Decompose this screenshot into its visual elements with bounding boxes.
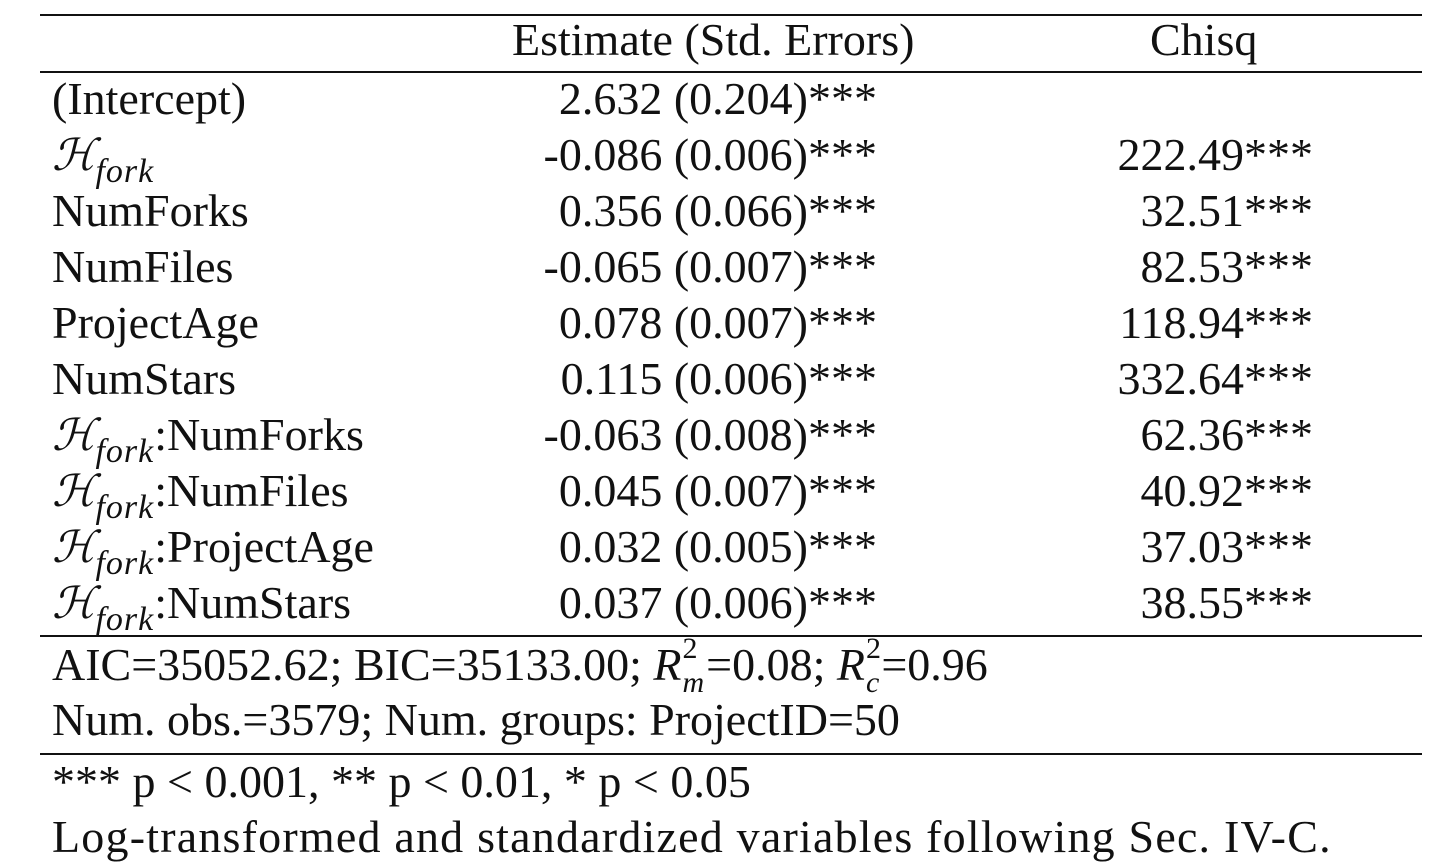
row-label-text: NumStars xyxy=(52,353,236,404)
row-label-suffix: :ProjectAge xyxy=(154,521,374,572)
row-label-suffix: :NumStars xyxy=(154,577,352,628)
row-label: NumForks xyxy=(52,186,249,236)
header-rule xyxy=(40,71,1422,73)
estimate-cell: 0.356 (0.066)*** xyxy=(558,185,877,236)
math-symbol: ℋ xyxy=(52,578,96,629)
transform-note: Log-transformed and standardized variabl… xyxy=(52,811,1332,862)
math-subscript: fork xyxy=(95,545,155,582)
chisq-cell: 82.53*** xyxy=(1140,241,1314,292)
row-label-text: NumFiles xyxy=(52,241,234,292)
row-label-text: ProjectAge xyxy=(52,297,259,348)
table-row: (Intercept) 2.632 (0.204)*** xyxy=(0,74,1432,130)
chisq-cell: 32.51*** xyxy=(1140,185,1314,236)
estimate-cell: 2.632 (0.204)*** xyxy=(558,73,877,124)
math-subscript: fork xyxy=(95,601,155,638)
row-label: ℋfork:NumStars xyxy=(52,577,352,639)
row-label: ℋfork:ProjectAge xyxy=(52,521,374,583)
table-bottom-rule xyxy=(40,753,1422,755)
table-row: NumForks 0.356 (0.066)*** 32.51*** xyxy=(0,186,1432,242)
table-top-rule xyxy=(40,14,1422,16)
row-label: ℋfork:NumFiles xyxy=(52,465,349,527)
row-label: ProjectAge xyxy=(52,298,259,348)
r2c-value: =0.96 xyxy=(881,639,988,690)
header-chisq: Chisq xyxy=(1150,14,1258,65)
r2c-symbol: R xyxy=(836,639,865,690)
table-row: ℋfork:NumStars 0.037 (0.006)*** 38.55*** xyxy=(0,577,1432,639)
math-symbol: ℋ xyxy=(52,466,96,517)
significance-note: *** p < 0.001, ** p < 0.01, * p < 0.05 xyxy=(52,756,751,807)
row-label-suffix: :NumFiles xyxy=(154,465,349,516)
chisq-cell: 118.94*** xyxy=(1119,297,1313,348)
r2c-sup: 2 xyxy=(865,632,881,666)
table-row: ℋfork:NumFiles 0.045 (0.007)*** 40.92*** xyxy=(0,465,1432,527)
table-row: ℋfork -0.086 (0.006)*** 222.49*** xyxy=(0,129,1432,191)
row-label: NumStars xyxy=(52,354,236,404)
row-label: (Intercept) xyxy=(52,74,246,124)
obs-line: Num. obs.=3579; Num. groups: ProjectID=5… xyxy=(52,694,900,745)
table-row: NumFiles -0.065 (0.007)*** 82.53*** xyxy=(0,242,1432,298)
estimate-cell: 0.045 (0.007)*** xyxy=(558,465,877,516)
r2m-sub: m xyxy=(682,666,705,700)
row-label-text: (Intercept) xyxy=(52,73,247,124)
chisq-cell: 38.55*** xyxy=(1140,577,1314,628)
estimate-cell: -0.086 (0.006)*** xyxy=(543,129,877,180)
row-label: NumFiles xyxy=(52,242,233,292)
chisq-cell: 222.49*** xyxy=(1117,129,1314,180)
math-symbol: ℋ xyxy=(52,522,96,573)
estimate-cell: -0.063 (0.008)*** xyxy=(543,409,877,460)
chisq-cell: 62.36*** xyxy=(1140,409,1314,460)
math-symbol: ℋ xyxy=(52,130,96,181)
body-bottom-rule xyxy=(40,635,1422,637)
table-row: ℋfork:ProjectAge 0.032 (0.005)*** 37.03*** xyxy=(0,521,1432,583)
estimate-cell: 0.037 (0.006)*** xyxy=(558,577,877,628)
table-row: ℋfork:NumForks -0.063 (0.008)*** 62.36*** xyxy=(0,409,1432,471)
header-estimate: Estimate (Std. Errors) xyxy=(512,14,915,65)
row-label-suffix: :NumForks xyxy=(154,409,364,460)
table-row: NumStars 0.115 (0.006)*** 332.64*** xyxy=(0,354,1432,410)
aic-value: AIC=35052.62; xyxy=(52,639,343,690)
estimate-cell: -0.065 (0.007)*** xyxy=(543,241,877,292)
math-subscript: fork xyxy=(95,153,155,190)
chisq-cell: 37.03*** xyxy=(1140,521,1314,572)
row-label-text: NumForks xyxy=(52,185,249,236)
estimate-cell: 0.115 (0.006)*** xyxy=(560,353,877,404)
row-label: ℋfork xyxy=(52,130,154,191)
r2m-value: =0.08; xyxy=(706,639,826,690)
bic-value: BIC=35133.00; xyxy=(353,639,642,690)
r2m-sup: 2 xyxy=(682,632,698,666)
table-row: ProjectAge 0.078 (0.007)*** 118.94*** xyxy=(0,298,1432,354)
estimate-cell: 0.032 (0.005)*** xyxy=(558,521,877,572)
r2m-symbol: R xyxy=(653,639,682,690)
row-label: ℋfork:NumForks xyxy=(52,409,364,471)
estimate-cell: 0.078 (0.007)*** xyxy=(558,297,877,348)
chisq-cell: 40.92*** xyxy=(1140,465,1314,516)
math-subscript: fork xyxy=(95,489,155,526)
math-subscript: fork xyxy=(95,433,155,470)
chisq-cell: 332.64*** xyxy=(1117,353,1314,404)
math-symbol: ℋ xyxy=(52,410,96,461)
r2c-sub: c xyxy=(865,666,880,700)
